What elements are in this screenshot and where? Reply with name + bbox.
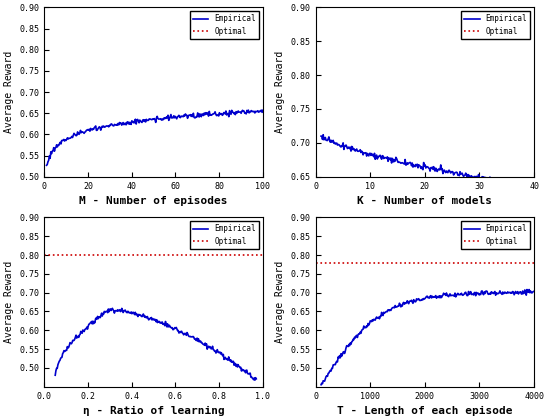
Y-axis label: Average Reward: Average Reward — [275, 261, 285, 343]
Legend: Empirical, Optimal: Empirical, Optimal — [461, 221, 530, 249]
Empirical — [318, 134, 325, 139]
Y-axis label: Average Reward: Average Reward — [4, 51, 14, 133]
Empirical — [175, 113, 182, 118]
Empirical — [318, 381, 325, 386]
Empirical — [498, 179, 505, 184]
Empirical — [526, 287, 533, 292]
Legend: Empirical, Optimal: Empirical, Optimal — [461, 11, 530, 39]
Empirical — [226, 114, 232, 119]
Empirical — [531, 185, 538, 190]
Empirical — [446, 168, 452, 173]
Empirical — [222, 355, 229, 360]
Empirical — [320, 132, 327, 137]
Empirical — [511, 292, 517, 297]
Empirical — [239, 108, 246, 113]
Optimal — [312, 5, 319, 10]
Empirical — [172, 114, 179, 119]
Line: Empirical: Empirical — [55, 308, 256, 380]
Empirical — [260, 108, 266, 113]
Empirical — [172, 326, 179, 331]
Empirical — [444, 170, 451, 175]
Line: Empirical: Empirical — [47, 110, 263, 165]
Line: Empirical: Empirical — [321, 289, 534, 385]
X-axis label: K - Number of models: K - Number of models — [357, 196, 492, 206]
Empirical — [498, 290, 504, 295]
Empirical — [176, 331, 182, 336]
Empirical — [253, 376, 260, 381]
Empirical — [531, 289, 538, 294]
Empirical — [512, 183, 518, 188]
Empirical — [245, 108, 252, 113]
X-axis label: T - Length of each episode: T - Length of each episode — [337, 406, 512, 416]
Empirical — [44, 162, 50, 167]
Empirical — [449, 169, 455, 174]
Empirical — [53, 368, 59, 373]
Empirical — [109, 306, 116, 311]
Legend: Empirical, Optimal: Empirical, Optimal — [190, 221, 259, 249]
Empirical — [43, 163, 50, 168]
Empirical — [444, 293, 450, 298]
Y-axis label: Average Reward: Average Reward — [275, 51, 285, 133]
Empirical — [529, 186, 535, 191]
Optimal — [312, 260, 319, 265]
Y-axis label: Average Reward: Average Reward — [4, 261, 14, 343]
Optimal — [318, 5, 324, 10]
Line: Empirical: Empirical — [321, 135, 534, 188]
Empirical — [172, 325, 178, 330]
X-axis label: M - Number of episodes: M - Number of episodes — [79, 196, 228, 206]
Empirical — [235, 362, 242, 367]
Empirical — [52, 373, 59, 378]
Empirical — [444, 293, 451, 298]
X-axis label: η - Ratio of learning: η - Ratio of learning — [83, 406, 225, 416]
Empirical — [252, 378, 258, 383]
Legend: Empirical, Optimal: Empirical, Optimal — [190, 11, 259, 39]
Empirical — [318, 134, 324, 139]
Empirical — [318, 382, 324, 387]
Optimal — [312, 260, 319, 265]
Empirical — [172, 115, 178, 120]
Empirical — [448, 293, 455, 298]
